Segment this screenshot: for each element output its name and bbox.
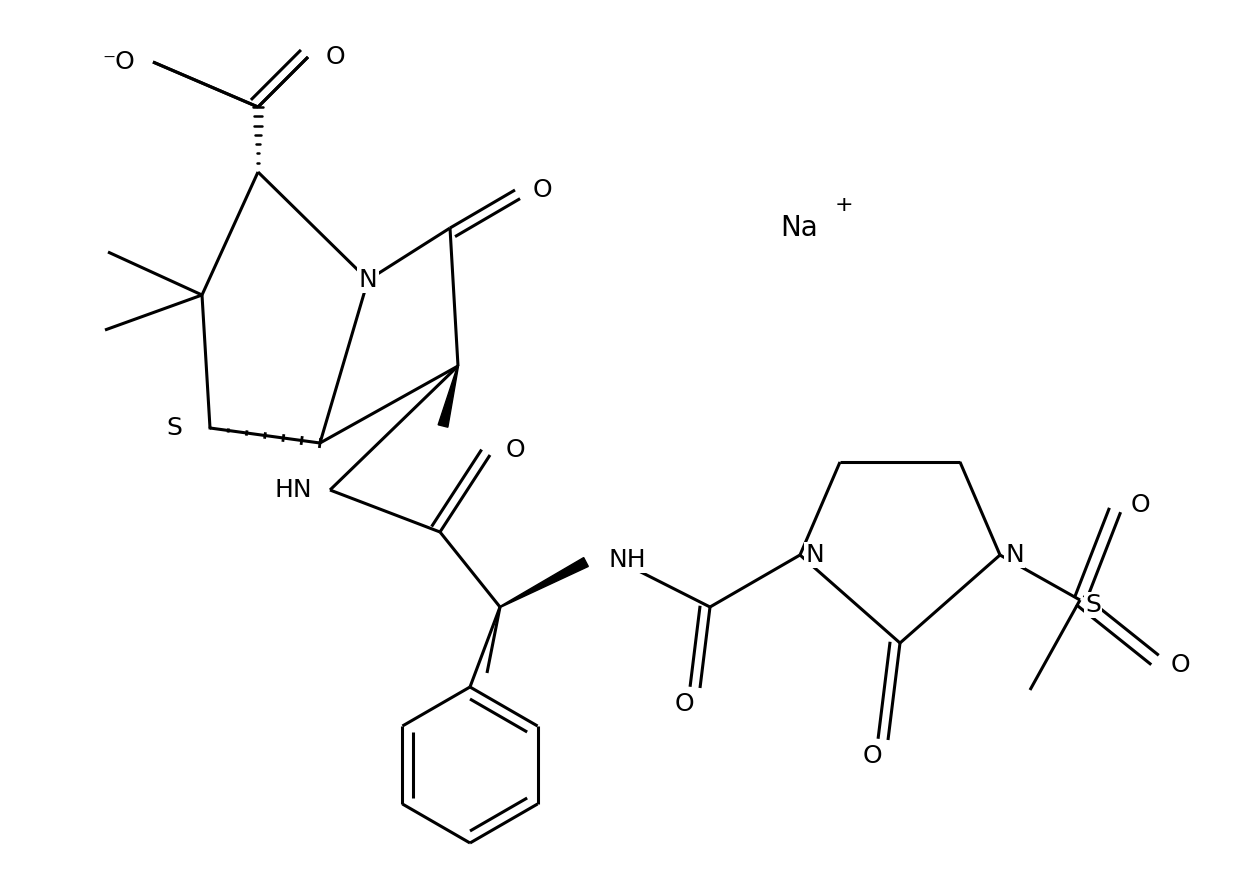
Text: N: N bbox=[805, 543, 824, 567]
Text: O: O bbox=[326, 45, 346, 69]
Text: N: N bbox=[359, 268, 378, 292]
Text: O: O bbox=[1132, 493, 1150, 517]
Text: O: O bbox=[533, 178, 553, 202]
Text: O: O bbox=[863, 744, 882, 768]
Text: +: + bbox=[835, 195, 854, 215]
Text: HN: HN bbox=[274, 478, 312, 502]
Text: NH: NH bbox=[608, 548, 645, 572]
Text: O: O bbox=[1171, 653, 1191, 677]
Text: S: S bbox=[167, 416, 181, 440]
Text: ⁻O: ⁻O bbox=[102, 50, 135, 74]
Text: O: O bbox=[506, 438, 526, 462]
Polygon shape bbox=[500, 557, 589, 607]
Text: Na: Na bbox=[780, 214, 818, 242]
Polygon shape bbox=[438, 366, 459, 428]
Text: O: O bbox=[674, 692, 694, 716]
Text: S: S bbox=[1085, 593, 1101, 617]
Text: N: N bbox=[1004, 543, 1024, 567]
